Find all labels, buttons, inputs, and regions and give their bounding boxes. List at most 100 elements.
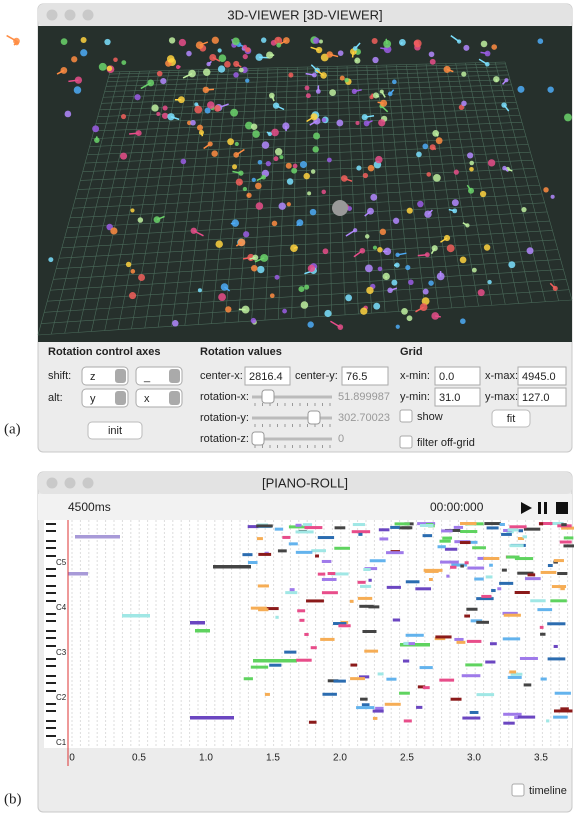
note: [507, 528, 519, 532]
pause-button[interactable]: [544, 502, 547, 514]
point-link: [230, 222, 236, 225]
grid-line: [445, 63, 493, 306]
note: [285, 591, 298, 595]
point-link: [306, 116, 315, 123]
point: [428, 51, 435, 58]
window-button[interactable]: [82, 477, 94, 489]
point-link: [212, 56, 221, 62]
note: [334, 546, 350, 550]
checkbox[interactable]: [511, 783, 525, 797]
point-link: [224, 286, 231, 292]
grid-line: [108, 66, 507, 78]
point: [292, 163, 298, 169]
note: [530, 599, 546, 603]
stop-button[interactable]: [556, 502, 568, 514]
note: [304, 632, 309, 636]
window-button[interactable]: [46, 9, 58, 21]
note: [527, 573, 536, 577]
note: [386, 677, 397, 681]
slider-thumb[interactable]: [261, 389, 275, 404]
note: [351, 530, 371, 534]
input[interactable]: [341, 366, 389, 386]
note: [363, 568, 371, 572]
heading: Grid: [400, 346, 423, 358]
button[interactable]: [87, 421, 143, 440]
note: [399, 691, 410, 695]
play-button[interactable]: [521, 502, 532, 514]
key-label: C5: [56, 558, 67, 567]
note: [277, 549, 287, 553]
point: [364, 234, 370, 239]
point: [246, 192, 252, 198]
point-link: [235, 241, 243, 247]
note: [553, 715, 568, 719]
note: [403, 719, 412, 723]
point: [279, 155, 284, 160]
point: [433, 173, 441, 182]
window-button[interactable]: [46, 477, 58, 489]
note: [553, 709, 573, 713]
point: [413, 39, 422, 48]
slider-thumb[interactable]: [307, 410, 321, 425]
note: [474, 577, 484, 581]
note: [540, 632, 546, 636]
note: [405, 633, 424, 637]
input[interactable]: [434, 366, 481, 386]
point: [379, 228, 387, 236]
checkbox[interactable]: [399, 435, 413, 449]
point: [417, 200, 424, 208]
point: [137, 217, 144, 223]
note: [485, 660, 496, 664]
note: [357, 596, 373, 600]
note: [416, 705, 423, 709]
point-link: [182, 72, 193, 79]
note: [333, 622, 347, 626]
input[interactable]: [517, 366, 567, 386]
checkbox[interactable]: [399, 409, 413, 423]
point: [261, 141, 270, 149]
note: [350, 677, 365, 681]
label: y-min:: [400, 391, 430, 403]
point: [73, 86, 82, 94]
note: [561, 526, 574, 530]
point-link: [389, 89, 395, 95]
input[interactable]: [244, 366, 291, 386]
select-arrow: [115, 369, 126, 383]
point-link: [205, 88, 215, 91]
point: [383, 40, 392, 48]
point-link: [432, 146, 437, 151]
button[interactable]: [491, 409, 531, 428]
note: [467, 566, 485, 570]
point: [98, 62, 107, 71]
window-button[interactable]: [64, 9, 76, 21]
grid-line: [106, 74, 509, 87]
input[interactable]: [517, 387, 567, 407]
grid-line: [37, 299, 573, 336]
point-link: [366, 120, 373, 125]
input[interactable]: [434, 387, 481, 407]
point: [166, 55, 175, 63]
point: [151, 104, 159, 112]
note: [503, 613, 521, 617]
window-button[interactable]: [64, 477, 76, 489]
note: [464, 561, 469, 565]
grid-line: [37, 71, 111, 336]
note: [424, 569, 439, 573]
time-tick-label: 3.5: [534, 753, 548, 764]
note: [256, 524, 273, 528]
point: [483, 244, 491, 251]
label: rotation-z:: [200, 433, 249, 445]
point: [324, 309, 332, 318]
note: [548, 522, 564, 526]
window-button[interactable]: [82, 9, 94, 21]
note: [362, 630, 377, 634]
heading: Rotation values: [200, 346, 282, 358]
point: [243, 231, 250, 238]
window-title: 3D-VIEWER [3D-VIEWER]: [227, 7, 382, 22]
note: [68, 572, 88, 576]
pause-button[interactable]: [538, 502, 541, 514]
point: [110, 227, 118, 235]
grid-line: [50, 259, 561, 291]
slider-thumb[interactable]: [251, 431, 265, 446]
note: [451, 563, 467, 567]
